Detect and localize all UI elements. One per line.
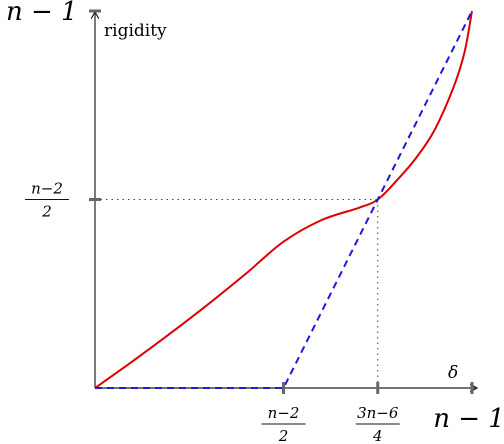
x-tick-label-numerator: n−2	[268, 404, 300, 422]
ticks-group: n−2 2 3n−6 4 n − 1 n−2 2 n − 1	[6, 0, 504, 444]
series-red-curve	[94, 10, 473, 389]
x-tick-label: n − 1	[433, 404, 504, 434]
x-tick-label-denominator: 2	[278, 427, 289, 444]
x-axis-label: δ	[448, 363, 458, 383]
x-tick-label-denominator: 4	[372, 427, 383, 444]
y-axis-label: rigidity	[104, 21, 167, 41]
y-tick-label: n − 1	[6, 0, 78, 27]
series-blue-dashed	[95, 10, 473, 389]
y-tick-label-numerator: n−2	[31, 180, 63, 198]
x-tick-label-numerator: 3n−6	[357, 404, 399, 422]
y-tick-label-denominator: 2	[41, 203, 52, 221]
